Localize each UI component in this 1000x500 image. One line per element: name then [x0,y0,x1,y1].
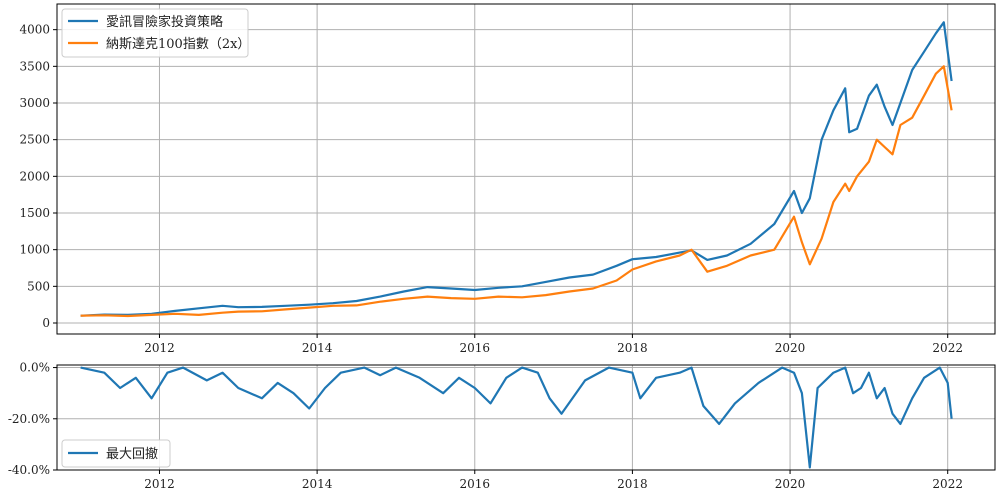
drawdown-chart-x-ticks: 2012 2014 2016 2018 2020 2022 [144,470,963,491]
drawdown-x-tick-label: 2018 [617,477,648,491]
drawdown-chart-frame [56,364,996,471]
main-y-tick-label: 0 [42,316,50,330]
legend-label-drawdown: 最大回撤 [106,446,158,462]
main-chart-panel: 2012 2014 2016 2018 2020 2022 0 500 1000 1500 200… [19,3,996,355]
legend-label-nasdaq: 納斯達克100指數（2x） [106,37,250,52]
main-x-tick-label: 2012 [144,341,175,355]
main-chart-series [80,21,953,318]
main-chart-grid [57,4,995,334]
series-line-nasdaq [80,65,953,318]
main-y-tick-label: 1500 [19,206,50,220]
drawdown-x-tick-label: 2016 [459,477,490,491]
main-x-tick-label: 2020 [775,341,806,355]
drawdown-chart-series [80,366,953,469]
main-x-tick-label: 2016 [459,341,490,355]
main-chart-y-ticks: 0 500 1000 1500 2000 2500 3000 3500 4000 [19,23,57,330]
main-x-tick-label: 2022 [932,341,963,355]
drawdown-chart-panel: 2012 2014 2016 2018 2020 2022 0.0% -20.0% -40.0… [8,361,996,491]
drawdown-y-tick-label: -40.0% [8,463,50,477]
main-chart-x-ticks: 2012 2014 2016 2018 2020 2022 [144,334,963,355]
main-y-tick-label: 4000 [19,23,50,37]
drawdown-legend-box [61,439,171,468]
drawdown-y-tick-label: -20.0% [8,412,50,426]
main-chart-frame [56,3,996,335]
drawdown-x-tick-label: 2014 [302,477,333,491]
main-legend-box [61,8,249,58]
series-line-drawdown [80,366,953,469]
legend-label-adventurer: 愛訊冒險家投資策略 [106,14,223,30]
drawdown-x-tick-label: 2022 [932,477,963,491]
drawdown-x-tick-label: 2012 [144,477,175,491]
drawdown-chart-y-ticks: 0.0% -20.0% -40.0% [8,361,57,477]
main-y-tick-label: 1000 [19,243,50,257]
drawdown-y-tick-label: 0.0% [20,361,51,375]
main-y-tick-label: 2000 [19,169,50,183]
main-x-tick-label: 2014 [302,341,333,355]
series-line-adventurer [80,21,953,317]
main-y-tick-label: 3000 [19,96,50,110]
main-chart-legend: 愛訊冒險家投資策略 納斯達克100指數（2x） [61,8,250,58]
main-y-tick-label: 3500 [19,59,50,73]
main-y-tick-label: 2500 [19,133,50,147]
drawdown-chart-legend: 最大回撤 [61,439,171,468]
drawdown-x-tick-label: 2020 [775,477,806,491]
main-y-tick-label: 500 [27,279,50,293]
main-x-tick-label: 2018 [617,341,648,355]
